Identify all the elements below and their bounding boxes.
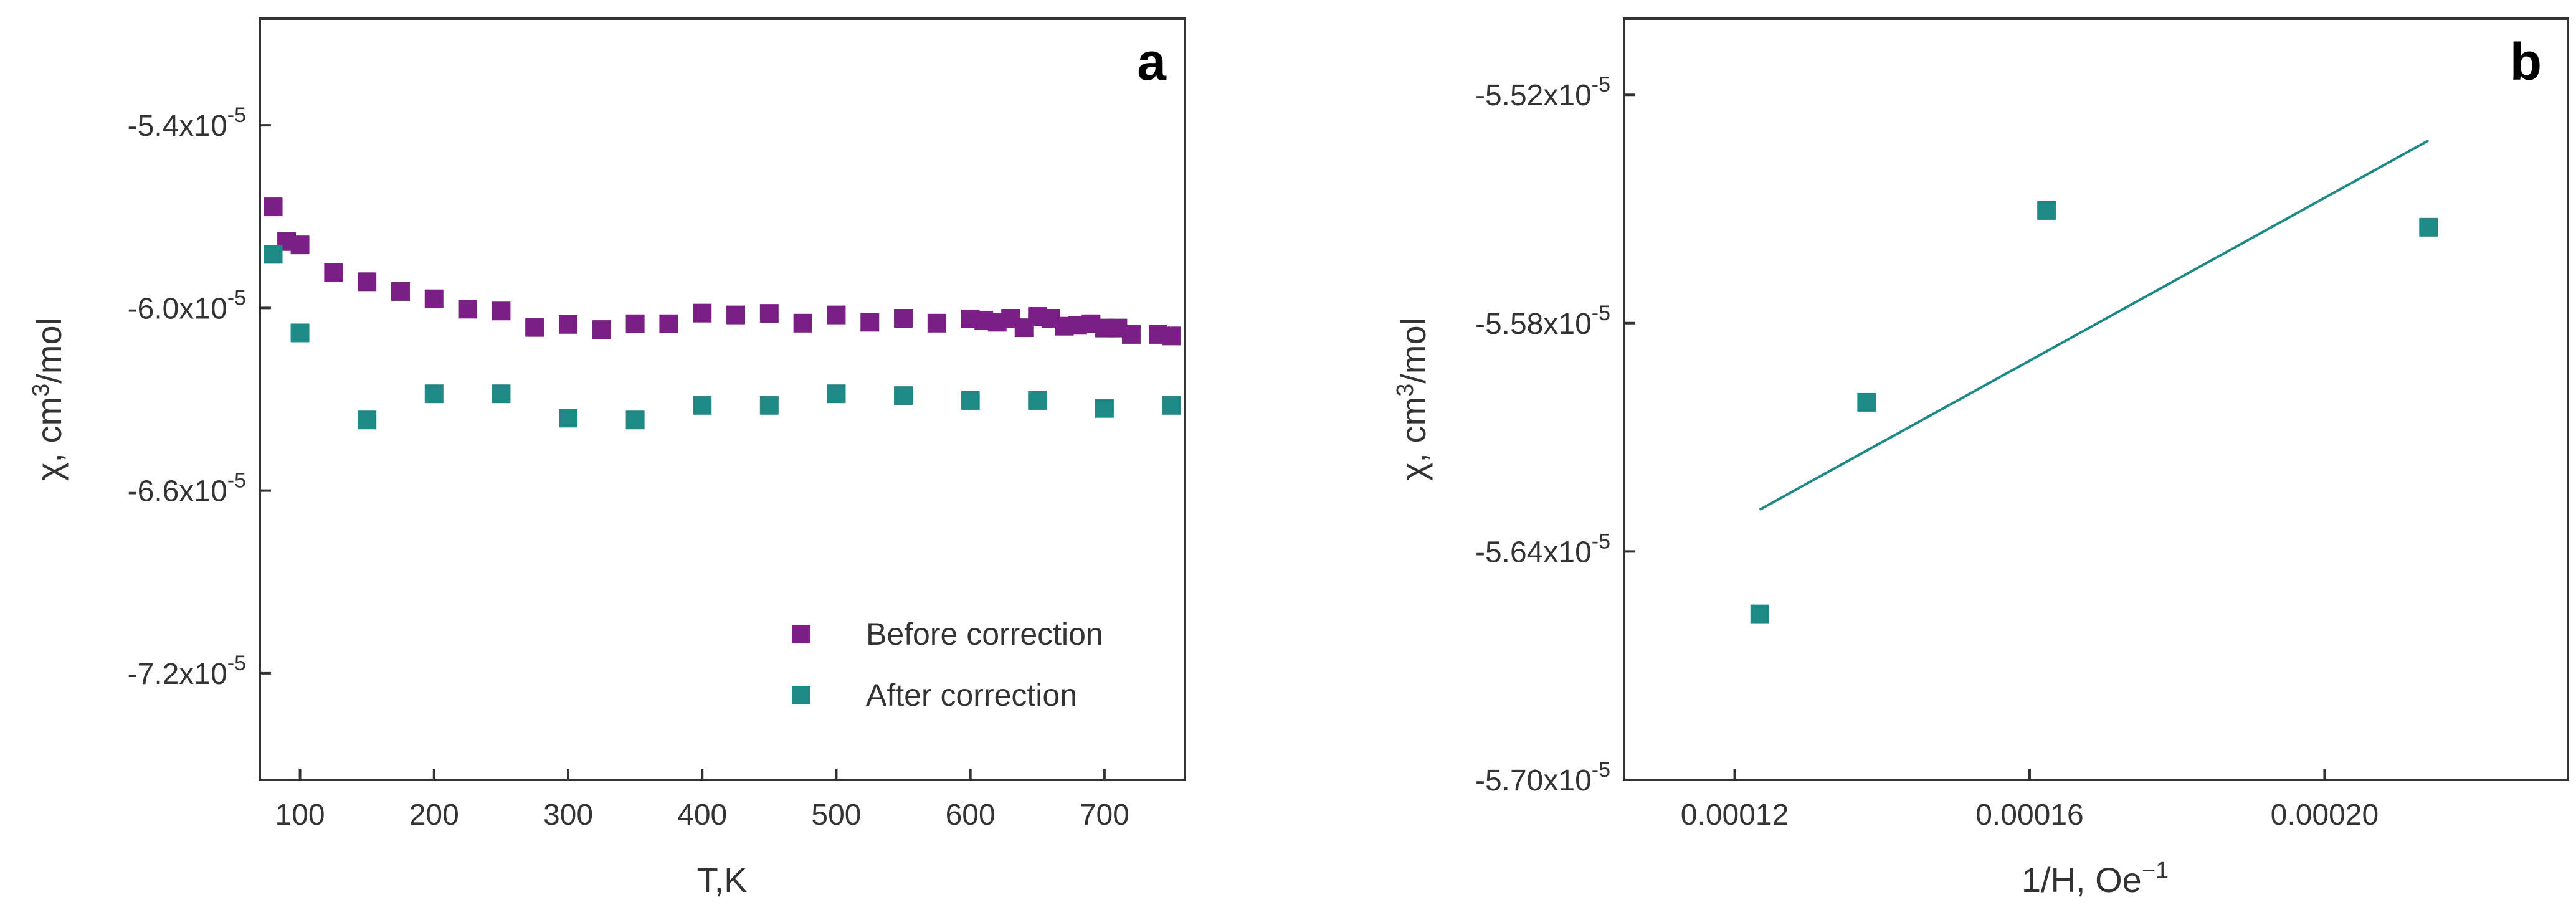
panel-b-point-data <box>1857 392 1876 412</box>
panel-a-x-tick-label: 400 <box>677 799 727 832</box>
legend-marker-after-correction <box>792 686 810 704</box>
panel-a-point-before-correction <box>458 300 477 319</box>
panel-b-y-title-sup: 3 <box>1392 384 1419 397</box>
panel-a-point-before-correction <box>592 320 611 339</box>
panel-a-point-after-correction <box>693 396 712 415</box>
panel-b-x-axis: 0.00012 0.00016 0.00020 <box>1681 769 2379 832</box>
legend-marker-before-correction <box>792 625 810 643</box>
panel-a-y-title-sup: 3 <box>28 384 54 397</box>
panel-b-x-tick-label: 0.00020 <box>2271 799 2379 832</box>
panel-a-point-before-correction <box>492 301 511 321</box>
panel-a-point-before-correction <box>358 272 377 292</box>
panel-a-point-before-correction <box>693 303 712 323</box>
panel-b-y-title-main: χ, cm <box>1394 397 1433 481</box>
panel-b-y-axis: -5.52x10-5 -5.58x10-5 -5.64x10-5 -5.70x10-5 <box>1475 73 1635 797</box>
panel-b-x-tick-label: 0.00012 <box>1681 799 1789 832</box>
panel-a-point-after-correction <box>1028 391 1047 410</box>
panel-a-point-before-correction <box>827 305 846 325</box>
panel-b-y-title-tail: /mol <box>1394 318 1433 384</box>
panel-a-point-after-correction <box>827 384 846 404</box>
panel-a-point-after-correction <box>492 384 511 404</box>
panel-a-y-tick-label: -5.4x10-5 <box>128 103 246 143</box>
panel-b-fit-line <box>1759 139 2430 511</box>
panel-a-point-before-correction <box>927 313 946 333</box>
panel-a-point-before-correction <box>860 313 880 332</box>
panel-b-data-points <box>1750 201 2438 624</box>
panel-a-point-before-correction <box>726 305 746 325</box>
panel-b-plot-frame <box>1623 17 2569 781</box>
panel-a-data-points <box>264 197 1181 430</box>
panel-a-point-before-correction <box>525 318 544 337</box>
panel-a-point-after-correction <box>1095 399 1114 418</box>
panel-a-point-before-correction <box>424 289 444 308</box>
panel-b-y-tick-label: -5.64x10-5 <box>1475 529 1610 569</box>
svg-text:χ, cm3/mol: χ, cm3/mol <box>1392 318 1433 481</box>
panel-a-point-before-correction <box>264 197 283 217</box>
panel-a-point-before-correction <box>1121 325 1141 344</box>
panel-a-y-title-tail: /mol <box>29 318 69 384</box>
panel-a-y-tick-label: -6.6x10-5 <box>128 469 246 508</box>
panel-b-point-data <box>2419 217 2438 237</box>
panel-a-x-axis-title: T,K <box>697 860 748 899</box>
panel-a-point-after-correction <box>894 386 913 405</box>
panel-a-point-before-correction <box>625 314 645 333</box>
panel-a-point-before-correction <box>324 263 343 282</box>
panel-a-point-after-correction <box>559 409 577 428</box>
panel-a-y-axis-title: χ, cm3/mol <box>28 318 69 481</box>
panel-b-y-axis-title: χ, cm3/mol <box>1392 318 1433 481</box>
panel-a-y-tick-label: -6.0x10-5 <box>128 286 246 325</box>
svg-text:χ, cm3/mol: χ, cm3/mol <box>28 318 69 481</box>
panel-a-x-tick-label: 300 <box>543 799 593 832</box>
panel-a-point-before-correction <box>290 235 310 255</box>
panel-a-point-after-correction <box>424 384 444 404</box>
panel-a-label: a <box>1137 32 1167 91</box>
panel-a-x-tick-label: 600 <box>946 799 996 832</box>
panel-a-point-before-correction <box>559 315 577 334</box>
panel-a-y-title-main: χ, cm <box>29 397 69 481</box>
panel-b-point-data <box>2037 201 2056 220</box>
panel-b-chart: -5.52x10-5 -5.58x10-5 -5.64x10-5 -5.70x10-5… <box>1392 17 2569 899</box>
panel-a-point-before-correction <box>391 282 410 301</box>
panel-a-x-tick-label: 700 <box>1080 799 1129 832</box>
panel-a-point-after-correction <box>290 323 310 343</box>
panel-a-point-after-correction <box>625 410 645 430</box>
panel-a-x-tick-label: 100 <box>275 799 325 832</box>
panel-a-x-axis: 100 200 300 400 500 600 700 <box>275 769 1129 832</box>
panel-b-label: b <box>2510 32 2542 91</box>
panel-a-point-before-correction <box>659 314 678 333</box>
panel-a-x-tick-label: 500 <box>811 799 861 832</box>
panel-a-chart: -5.4x10-5 -6.0x10-5 -6.6x10-5 -7.2x10-5 100… <box>28 17 1186 899</box>
panel-a-plot-frame <box>259 17 1186 781</box>
panel-a-point-before-correction <box>1162 326 1181 346</box>
panel-a-point-before-correction <box>793 313 812 333</box>
panel-a-point-after-correction <box>358 410 377 430</box>
panel-a-legend: Before correction After correction <box>792 617 1103 713</box>
panel-b-x-title-main: 1/H, Oe <box>2022 860 2142 899</box>
panel-a-point-after-correction <box>759 396 779 415</box>
panel-b-x-title-sup: −1 <box>2142 858 2169 884</box>
panel-b-y-tick-label: -5.70x10-5 <box>1475 758 1610 797</box>
panel-a-point-before-correction <box>894 308 913 328</box>
legend-label-after-correction: After correction <box>866 678 1077 713</box>
panel-a-point-after-correction <box>961 391 980 410</box>
panel-b-x-tick-label: 0.00016 <box>1975 799 2084 832</box>
panel-a-x-tick-label: 200 <box>409 799 459 832</box>
panel-b-y-tick-label: -5.58x10-5 <box>1475 301 1610 341</box>
legend-label-before-correction: Before correction <box>866 617 1103 652</box>
panel-b-y-tick-label: -5.52x10-5 <box>1475 73 1610 112</box>
panel-a-point-after-correction <box>1162 396 1181 415</box>
panel-a-point-after-correction <box>264 245 283 264</box>
panel-a-y-tick-label: -7.2x10-5 <box>128 652 246 691</box>
panel-b-x-axis-title: 1/H, Oe−1 <box>2022 858 2169 899</box>
panel-b-point-data <box>1750 604 1769 624</box>
panel-a-y-axis: -5.4x10-5 -6.0x10-5 -6.6x10-5 -7.2x10-5 <box>128 103 271 691</box>
panel-a-point-before-correction <box>759 304 779 323</box>
